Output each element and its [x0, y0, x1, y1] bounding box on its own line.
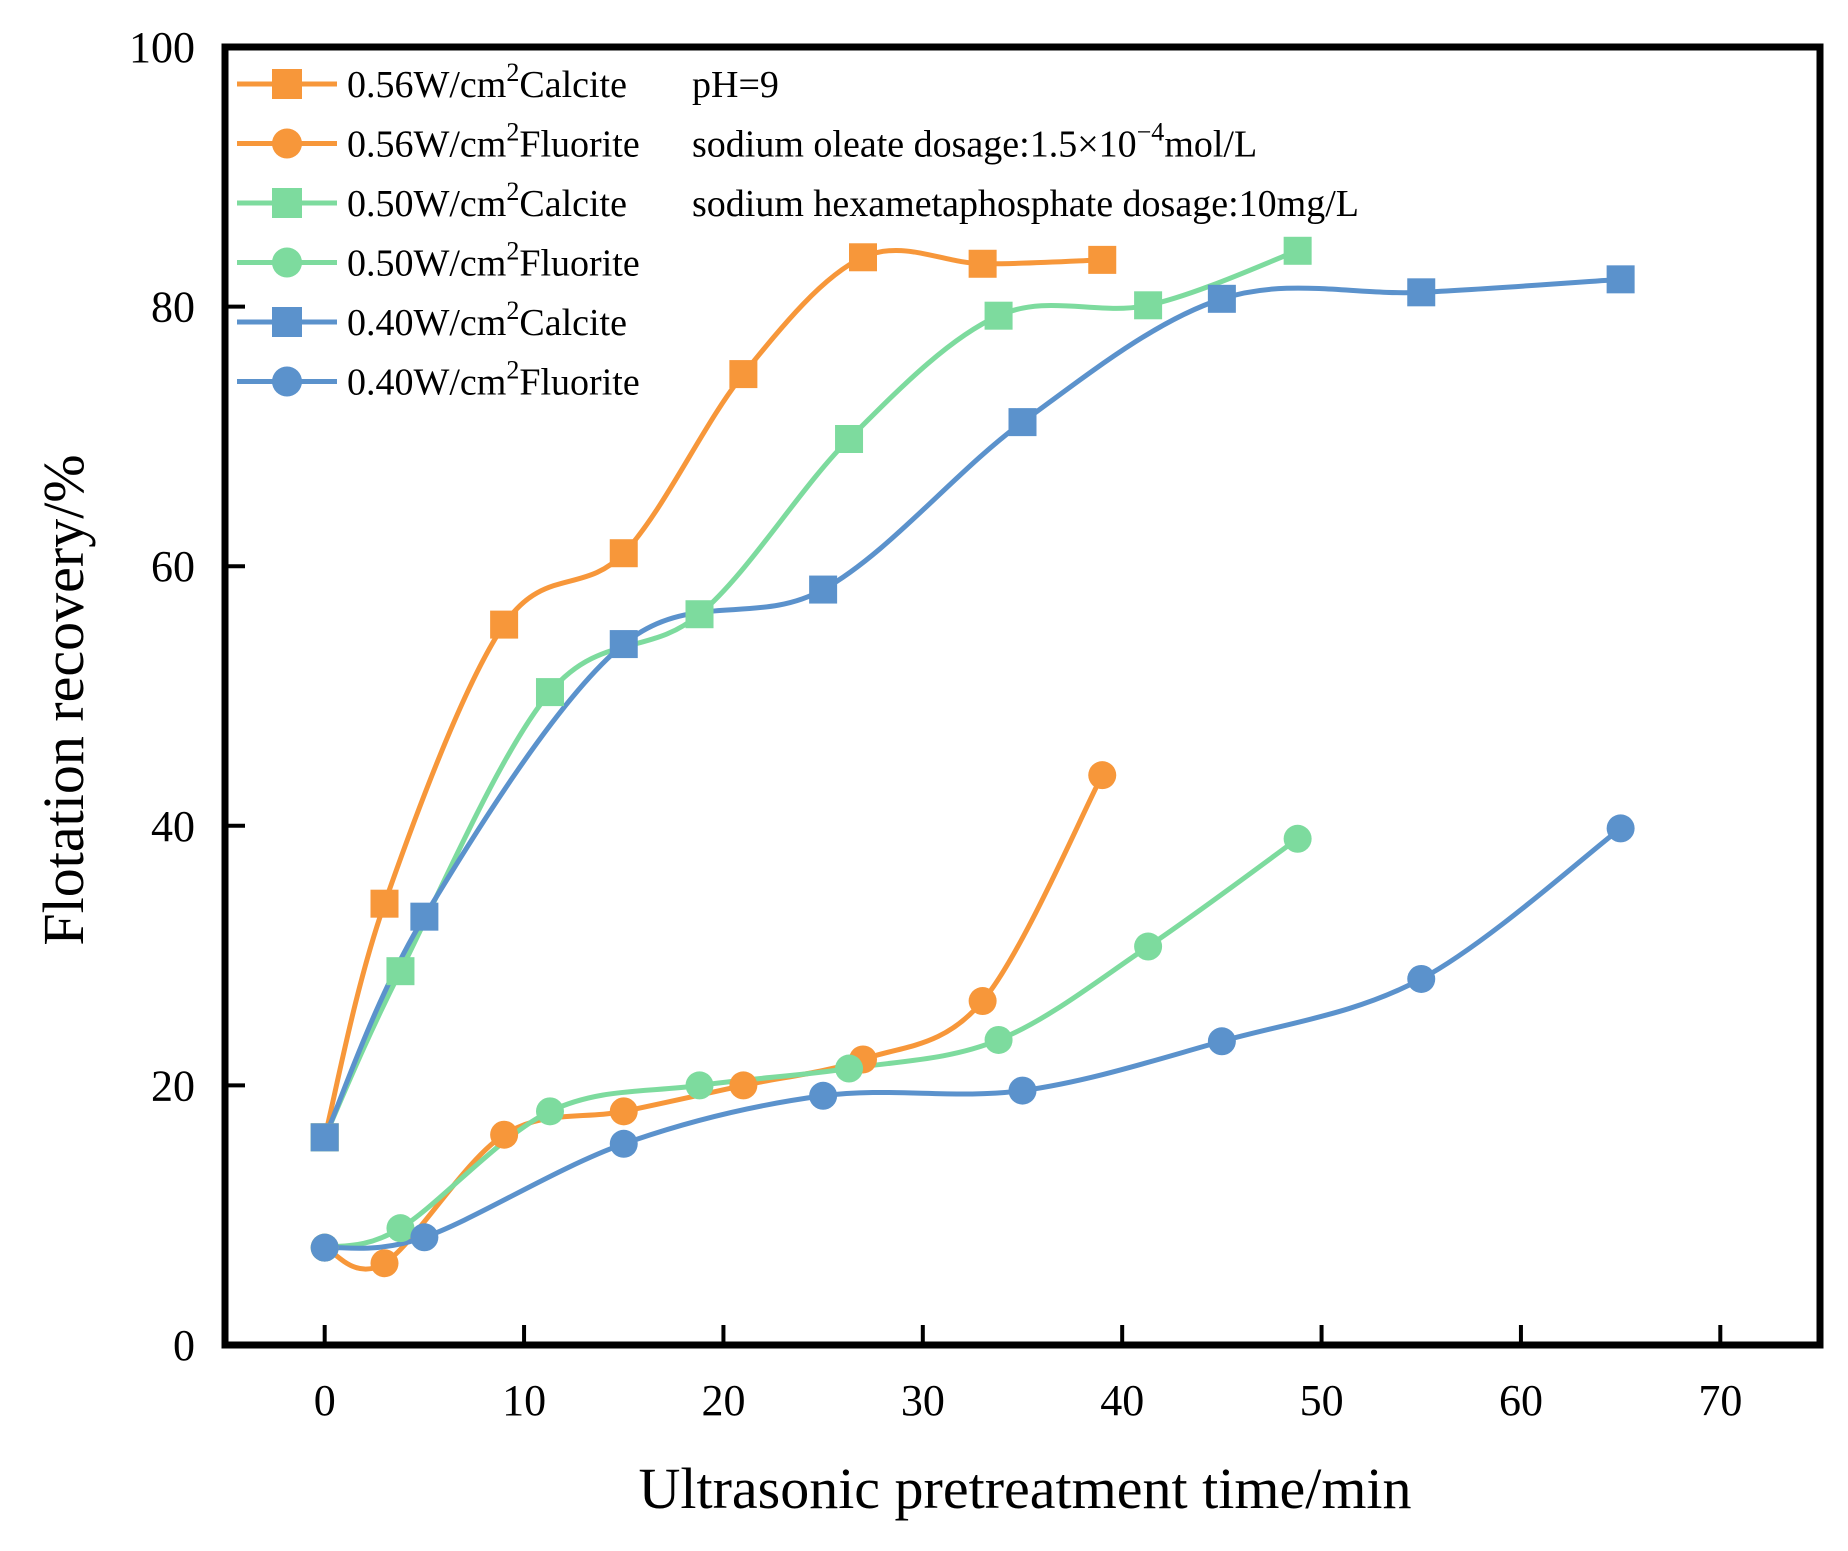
- y-tick-label: 0: [173, 1321, 195, 1370]
- data-point-5-7: [1606, 814, 1635, 843]
- data-point-2-2: [535, 678, 564, 707]
- data-point-5-1: [410, 1223, 439, 1252]
- data-point-0-6: [968, 249, 997, 278]
- data-point-2-4: [835, 424, 864, 453]
- x-tick-label: 10: [502, 1376, 546, 1425]
- plot-frame: [221, 43, 1824, 1349]
- data-point-4-1: [410, 902, 439, 931]
- x-axis-title: Ultrasonic pretreatment time/min: [638, 1456, 1411, 1521]
- annotations: pH=9 sodium oleate dosage:1.5×10−4mol/L so…: [692, 64, 1359, 225]
- series-line-2: [322, 248, 1299, 1139]
- data-point-1-2: [490, 1120, 519, 1149]
- data-point-5-5: [1207, 1027, 1236, 1056]
- x-tick-label: 30: [901, 1376, 945, 1425]
- data-point-4-7: [1606, 265, 1635, 294]
- data-point-5-4: [1008, 1076, 1037, 1105]
- data-point-2-6: [1134, 291, 1163, 320]
- series-line-4: [322, 276, 1621, 1139]
- data-point-5-3: [809, 1081, 838, 1110]
- data-point-4-2: [609, 630, 638, 659]
- legend-marker-5: [272, 366, 302, 397]
- data-point-3-3: [685, 1071, 714, 1100]
- x-tick-label: 70: [1698, 1376, 1742, 1425]
- y-axis-title: Flotation recovery/%: [31, 454, 96, 945]
- y-tick-label: 20: [151, 1061, 195, 1110]
- data-point-0-2: [490, 610, 519, 639]
- y-tick-label: 40: [151, 802, 195, 851]
- data-point-2-3: [685, 600, 714, 629]
- data-point-5-6: [1407, 964, 1436, 993]
- x-tick-label: 20: [701, 1376, 745, 1425]
- series-markers: [310, 236, 1635, 1278]
- legend-marker-3: [272, 247, 302, 278]
- legend-label-3: 0.50W/cm2Fluorite: [347, 237, 640, 285]
- x-tick-label: 0: [314, 1376, 336, 1425]
- data-point-3-7: [1283, 824, 1312, 853]
- legend-label-2: 0.50W/cm2Calcite: [347, 177, 627, 225]
- legend-label-1: 0.56W/cm2Fluorite: [347, 118, 640, 166]
- data-point-5-0: [310, 1233, 339, 1262]
- data-point-4-6: [1407, 278, 1436, 307]
- x-tick-label: 50: [1300, 1376, 1344, 1425]
- data-point-0-4: [729, 360, 758, 389]
- data-point-1-7: [1088, 761, 1117, 790]
- axis-ticks: 0 10 20 30 40 50 60 70 0 20 40 60 80 100: [129, 23, 1742, 1425]
- annotation-2: sodium hexametaphosphate dosage:10mg/L: [692, 183, 1359, 225]
- data-point-3-1: [386, 1214, 415, 1243]
- data-point-5-2: [609, 1129, 638, 1158]
- y-tick-label: 60: [151, 542, 195, 591]
- data-point-2-1: [386, 957, 415, 986]
- data-point-4-3: [809, 575, 838, 604]
- data-point-0-5: [849, 243, 877, 272]
- data-point-1-4: [729, 1071, 758, 1100]
- data-point-1-6: [968, 987, 997, 1016]
- legend-label-0: 0.56W/cm2Calcite: [347, 58, 627, 106]
- data-point-3-2: [535, 1097, 564, 1126]
- data-point-2-7: [1283, 236, 1312, 265]
- legend-label-5: 0.40W/cm2Fluorite: [347, 356, 640, 404]
- data-point-3-5: [984, 1025, 1013, 1054]
- data-point-1-1: [370, 1249, 399, 1278]
- data-point-2-5: [984, 301, 1013, 330]
- legend-marker-2: [272, 188, 302, 218]
- annotation-1: sodium oleate dosage:1.5×10−4mol/L: [692, 118, 1257, 166]
- y-tick-label: 80: [151, 283, 195, 332]
- data-point-4-4: [1008, 408, 1037, 437]
- legend-label-4: 0.40W/cm2Calcite: [347, 296, 627, 344]
- data-point-0-1: [370, 889, 399, 918]
- legend: 0.56W/cm2Calcite 0.56W/cm2Fluorite 0.50W/c…: [237, 58, 640, 404]
- annotation-0: pH=9: [692, 64, 779, 106]
- y-tick-label: 100: [129, 23, 195, 72]
- x-tick-label: 60: [1499, 1376, 1543, 1425]
- data-point-0-7: [1088, 245, 1117, 274]
- data-point-0-3: [609, 539, 638, 568]
- series-line-5: [324, 826, 1623, 1251]
- legend-marker-0: [272, 69, 302, 99]
- data-point-4-5: [1207, 284, 1236, 313]
- data-point-4-0: [310, 1123, 339, 1152]
- data-point-3-6: [1134, 932, 1163, 961]
- data-point-1-3: [609, 1097, 638, 1126]
- legend-marker-4: [272, 307, 302, 337]
- data-point-3-4: [835, 1054, 864, 1083]
- x-tick-label: 40: [1100, 1376, 1144, 1425]
- series-line-3: [324, 836, 1300, 1251]
- legend-marker-1: [272, 128, 302, 159]
